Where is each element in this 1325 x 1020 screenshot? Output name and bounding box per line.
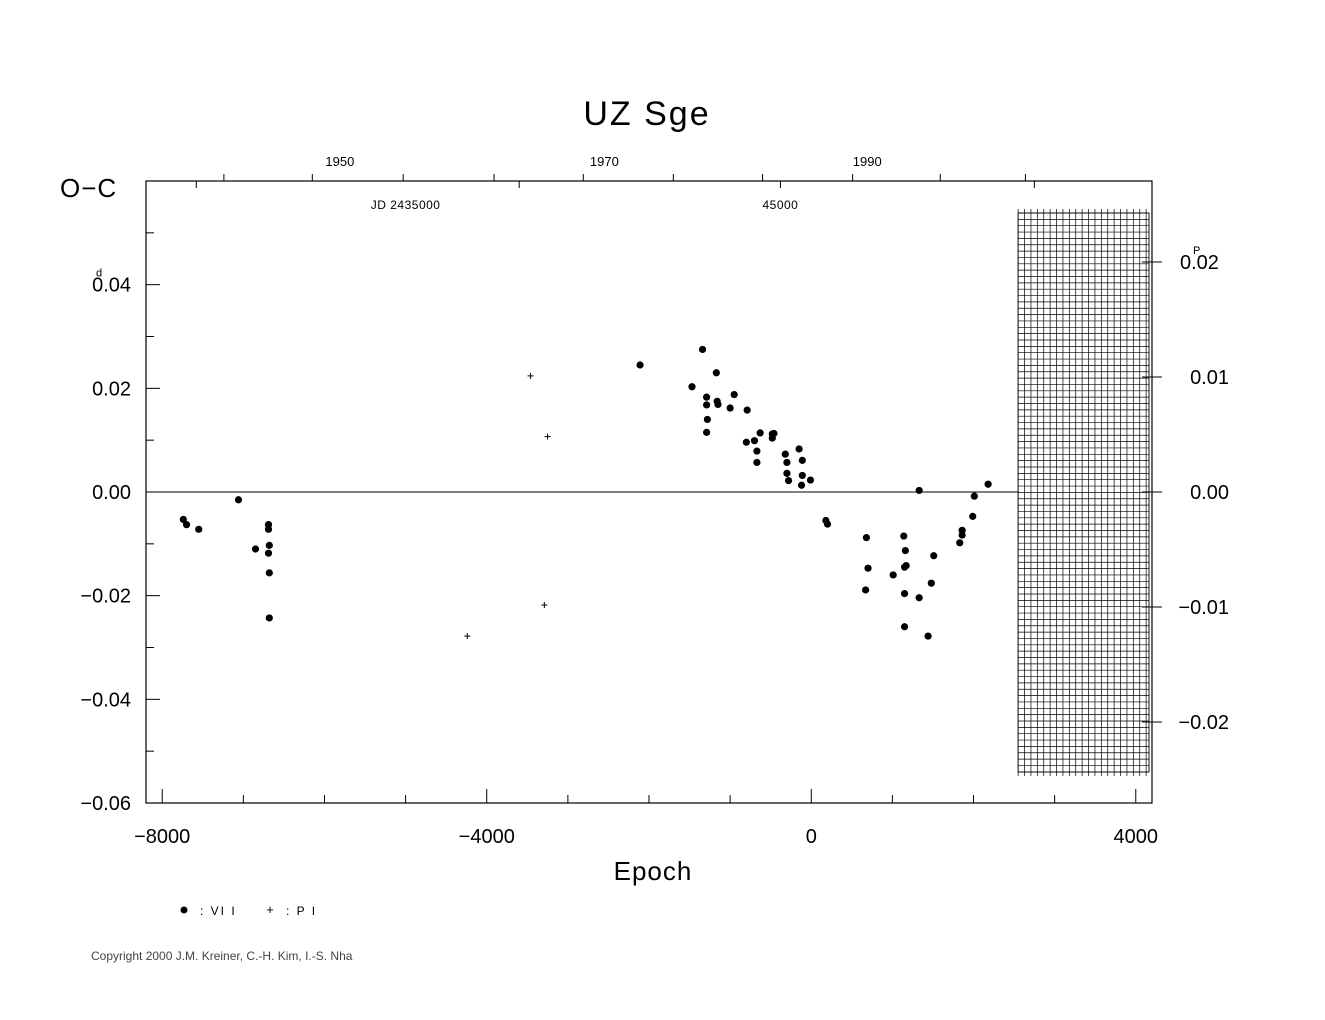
jd-label: 45000: [762, 198, 798, 212]
data-point-plus: [541, 601, 548, 608]
data-point-dot: [798, 471, 806, 480]
data-point-dot: [806, 476, 815, 484]
data-point-dot: [234, 496, 243, 504]
right-axis: 0.02P 0.01 0.00 −0.01 −0.02: [1142, 245, 1229, 734]
data-points: [179, 345, 992, 640]
data-point-dot: [753, 447, 761, 455]
y-tick-label: 0.02: [92, 378, 131, 400]
data-point-dot: [265, 569, 273, 577]
data-point-dot: [753, 458, 761, 467]
data-point-dot: [783, 469, 791, 477]
data-point-dot: [264, 549, 273, 557]
data-point-dot: [924, 632, 932, 640]
legend-plus-marker: +: [266, 902, 274, 917]
legend-label-vi: : VI I: [200, 904, 237, 918]
data-point-dot: [900, 589, 909, 598]
right-tick-label: −0.01: [1178, 597, 1229, 619]
data-point-dot: [265, 614, 273, 622]
x-tick-label: −8000: [134, 826, 190, 848]
data-point-dot: [726, 404, 734, 412]
legend-dot-marker: [180, 906, 188, 914]
copyright-text: Copyright 2000 J.M. Kreiner, C.-H. Kim, …: [91, 949, 353, 963]
y-tick-label: −0.06: [80, 793, 131, 815]
data-point-dot: [930, 552, 938, 560]
data-point-dot: [956, 539, 964, 547]
data-point-plus: [464, 633, 471, 640]
legend-label-pi: : P I: [286, 904, 317, 918]
data-point-dot: [900, 532, 908, 540]
x-axis-label: Epoch: [614, 856, 693, 886]
legend: : VI I + : P I: [180, 902, 317, 918]
right-tick-label: −0.02: [1178, 712, 1229, 734]
data-point-dot: [984, 480, 992, 488]
data-point-dot: [889, 571, 897, 579]
data-point-dot: [768, 434, 776, 442]
data-point-dot: [730, 390, 738, 399]
y-tick-label: 0.00: [92, 482, 131, 504]
data-point-dot: [864, 564, 872, 572]
year-label: 1950: [325, 154, 354, 169]
data-point-dot: [703, 401, 711, 409]
data-point-dot: [265, 541, 273, 549]
data-point-dot: [927, 579, 935, 587]
data-point-dot: [750, 437, 759, 445]
jd-label: JD 2435000: [371, 198, 441, 212]
x-tick-label: 4000: [1114, 826, 1159, 848]
data-point-dot: [915, 594, 923, 602]
right-tick-label: 0.01: [1190, 367, 1229, 389]
data-point-dot: [264, 525, 273, 533]
data-point-dot: [636, 361, 644, 369]
data-point-dot: [179, 515, 187, 524]
data-point-plus: [527, 372, 534, 379]
y-unit-mark: d: [96, 268, 102, 280]
data-point-dot: [969, 512, 977, 520]
data-point-dot: [958, 531, 966, 539]
top-axis: 1950 1970 1990 JD 2435000 45000: [195, 154, 1035, 212]
data-point-dot: [823, 520, 832, 528]
data-point-dot: [784, 476, 793, 485]
data-point-dot: [251, 545, 260, 553]
data-point-dot: [783, 458, 791, 467]
data-point-dot: [182, 521, 191, 529]
data-point-dot: [901, 546, 909, 555]
year-label: 1970: [590, 154, 619, 169]
data-point-dot: [714, 400, 722, 409]
data-point-dot: [900, 623, 909, 631]
data-point-plus: [544, 433, 551, 440]
data-point-dot: [862, 534, 871, 542]
bottom-axis: −8000 −4000 0 4000: [134, 789, 1158, 848]
y-axis-label: O−C: [60, 173, 117, 203]
y-tick-label: 0.04: [92, 275, 131, 297]
data-point-dot: [862, 586, 870, 594]
data-point-dot: [703, 415, 712, 424]
data-point-dot: [195, 525, 203, 533]
future-epoch-grid: [1017, 209, 1150, 776]
y-tick-label: −0.02: [80, 586, 131, 608]
data-point-dot: [781, 450, 789, 458]
data-point-dot: [698, 345, 707, 354]
x-tick-label: 0: [806, 826, 817, 848]
right-tick-label: 0.00: [1190, 482, 1229, 504]
x-tick-label: −4000: [459, 826, 515, 848]
chart-title: UZ Sge: [583, 95, 710, 133]
right-unit-mark: P: [1193, 245, 1200, 257]
data-point-dot: [742, 438, 750, 446]
data-point-dot: [902, 562, 910, 570]
left-axis: 0.04d 0.02 0.00 −0.02 −0.04 −0.06: [80, 180, 160, 815]
data-point-dot: [795, 445, 803, 453]
data-point-dot: [743, 406, 751, 414]
data-point-dot: [712, 369, 720, 377]
data-point-dot: [915, 486, 923, 495]
year-label: 1990: [853, 154, 882, 169]
right-tick-label: 0.02: [1180, 252, 1219, 274]
data-point-dot: [703, 393, 711, 401]
data-point-dot: [756, 429, 764, 437]
y-tick-label: −0.04: [80, 689, 131, 711]
data-point-dot: [703, 428, 711, 436]
data-point-dot: [797, 481, 806, 489]
data-point-dot: [970, 492, 978, 500]
data-point-dot: [798, 456, 806, 464]
data-point-dot: [688, 383, 696, 391]
